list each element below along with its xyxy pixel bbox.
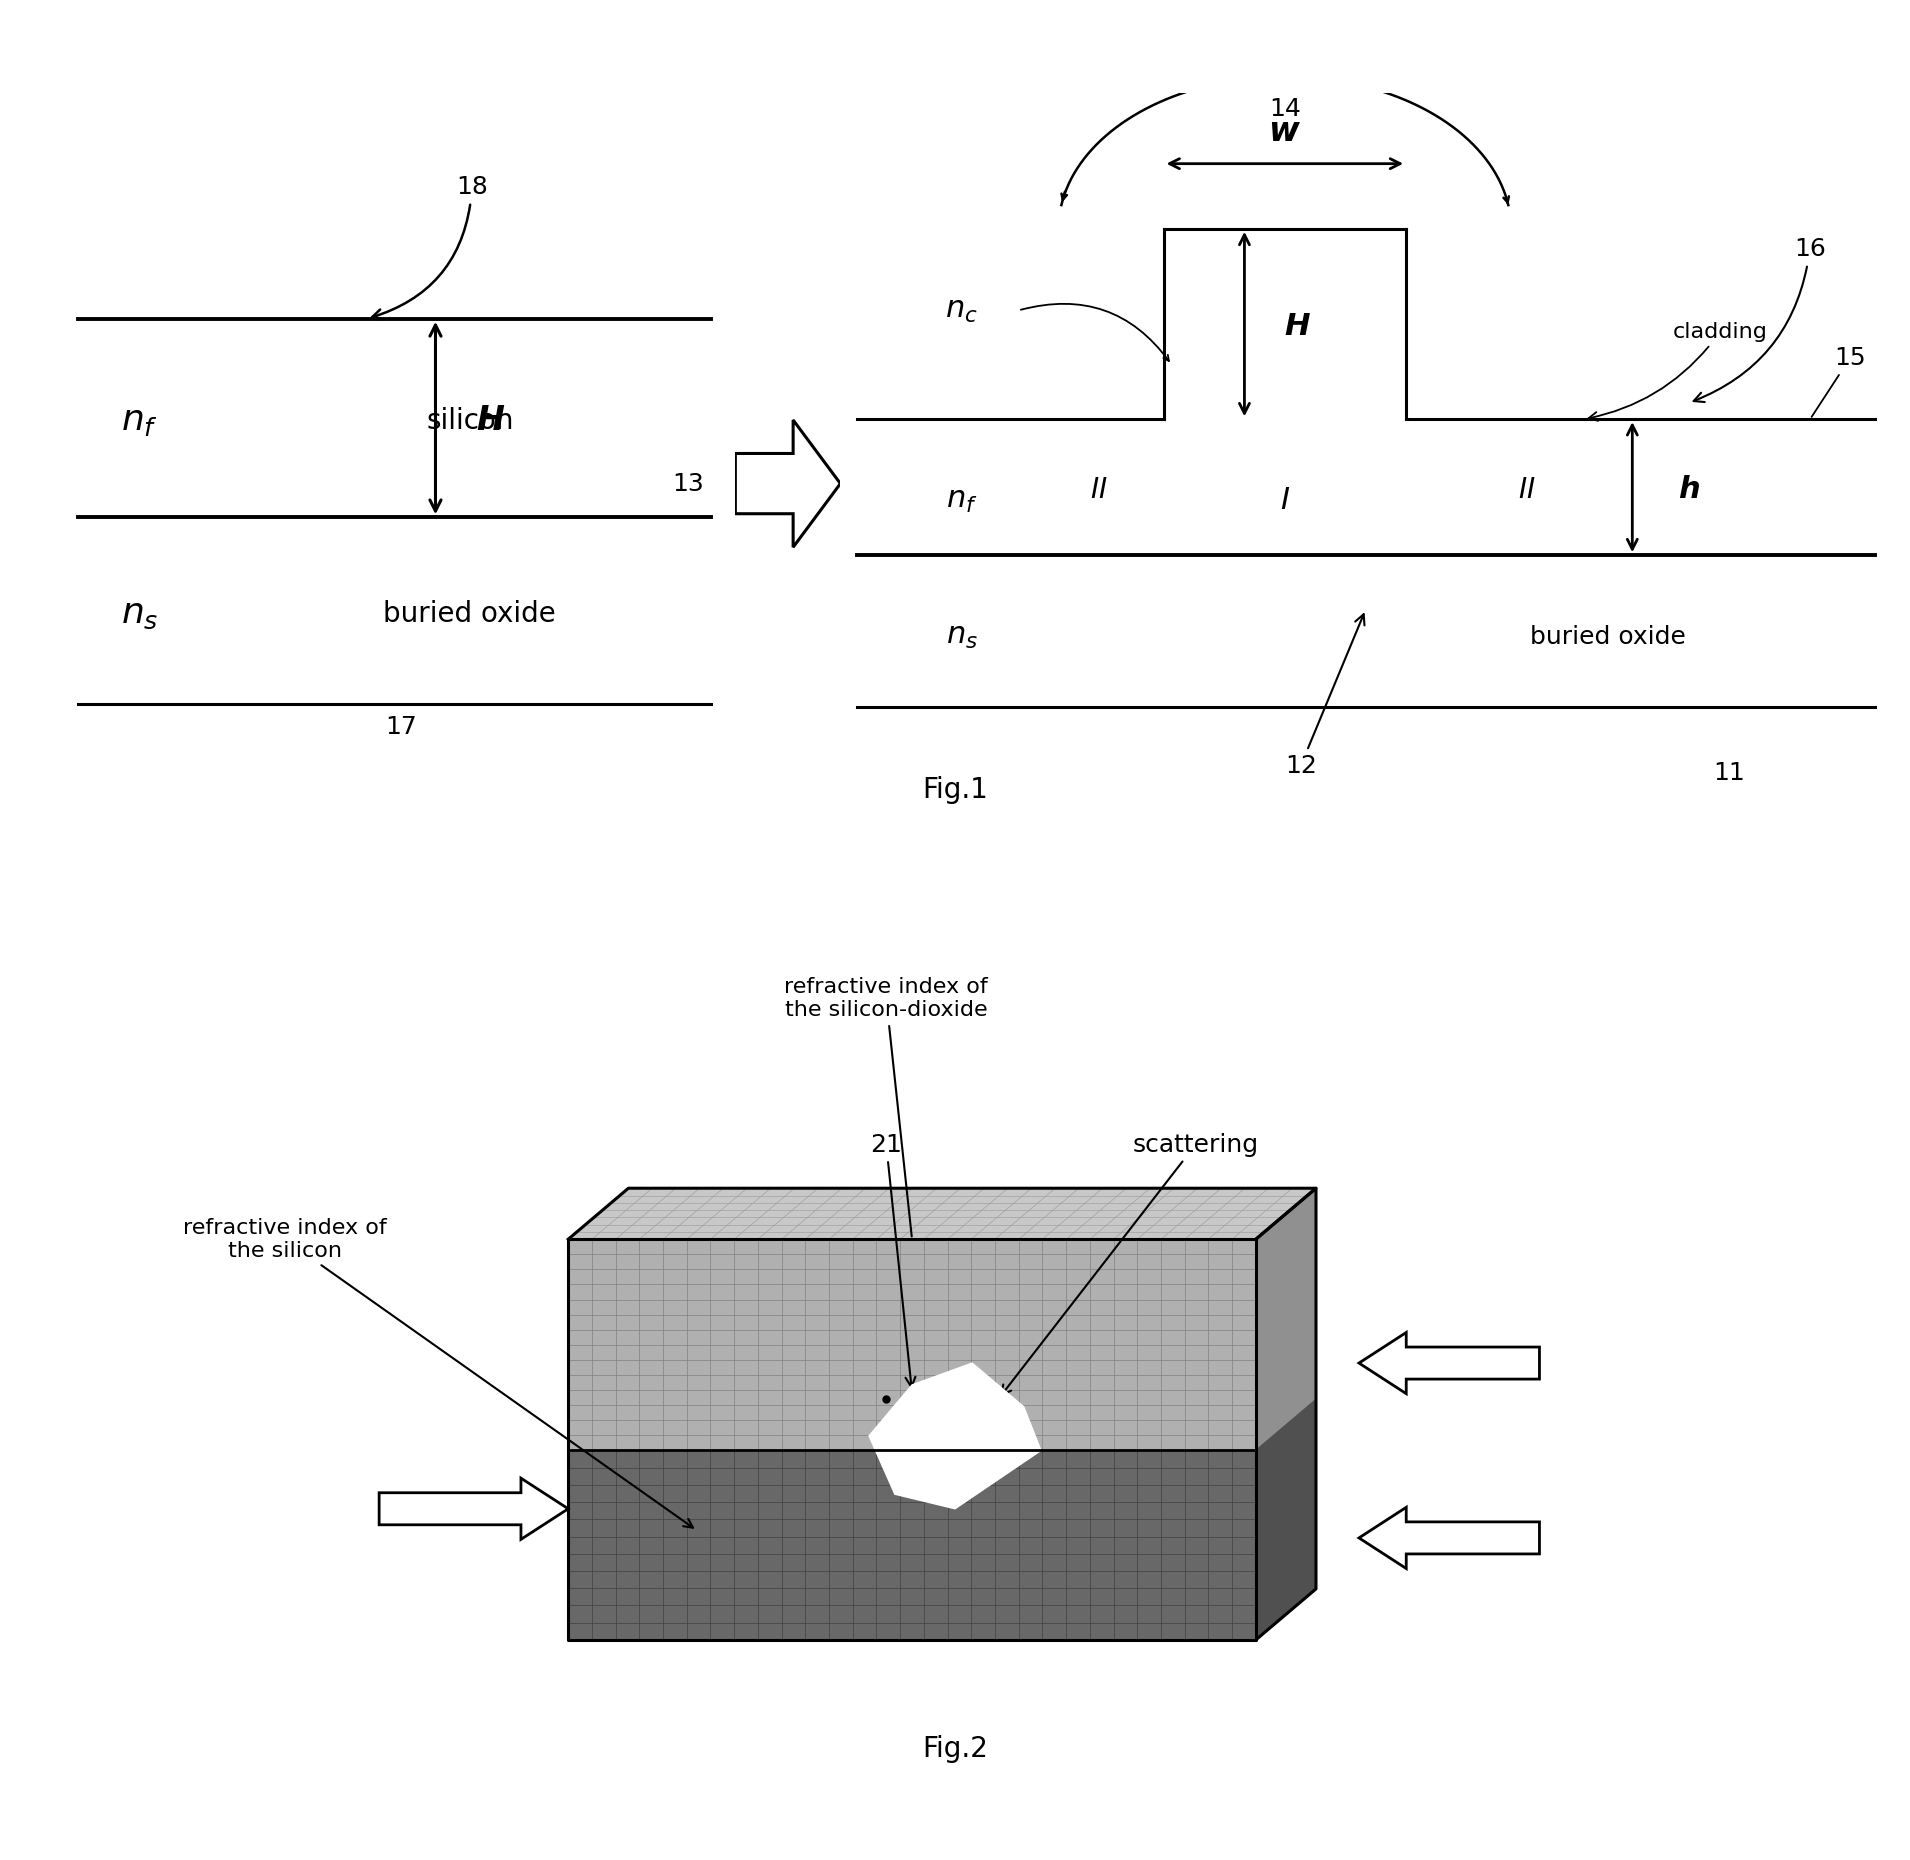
Text: $\boldsymbol{H}$: $\boldsymbol{H}$ [1284, 312, 1310, 340]
Text: buried oxide: buried oxide [384, 599, 556, 627]
Text: $\boldsymbol{n_f}$: $\boldsymbol{n_f}$ [122, 404, 159, 437]
Text: 13: 13 [672, 472, 705, 495]
Text: 21: 21 [871, 1133, 915, 1388]
Polygon shape [1360, 1507, 1539, 1568]
Polygon shape [569, 1451, 1257, 1641]
Text: $II$: $II$ [1518, 476, 1536, 504]
Text: $\boldsymbol{H}$: $\boldsymbol{H}$ [476, 404, 504, 437]
Polygon shape [380, 1479, 569, 1540]
Text: 12: 12 [1285, 614, 1364, 777]
Text: buried oxide: buried oxide [1530, 625, 1687, 649]
Text: $I$: $I$ [1280, 485, 1289, 515]
Polygon shape [735, 420, 840, 547]
Text: silicon: silicon [426, 407, 514, 435]
Polygon shape [1257, 1399, 1316, 1641]
Text: refractive index of
the silicon-dioxide: refractive index of the silicon-dioxide [785, 976, 987, 1237]
Text: 11: 11 [1713, 761, 1746, 785]
Text: $\boldsymbol{n_s}$: $\boldsymbol{n_s}$ [120, 597, 159, 631]
Text: Fig.2: Fig.2 [923, 1735, 987, 1763]
Polygon shape [1360, 1332, 1539, 1393]
Text: $\boldsymbol{w}$: $\boldsymbol{w}$ [1268, 115, 1301, 147]
Text: 16: 16 [1694, 236, 1826, 402]
Text: 17: 17 [386, 714, 416, 738]
Polygon shape [869, 1363, 1041, 1508]
Text: $\boldsymbol{h}$: $\boldsymbol{h}$ [1677, 476, 1700, 504]
Text: $\boldsymbol{n_c}$: $\boldsymbol{n_c}$ [945, 296, 978, 326]
Polygon shape [569, 1239, 1257, 1451]
Text: 14: 14 [1268, 97, 1301, 121]
Text: scattering: scattering [1001, 1133, 1259, 1395]
Text: 18: 18 [372, 175, 487, 320]
Polygon shape [569, 1189, 1316, 1239]
Text: Fig.1: Fig.1 [923, 776, 987, 805]
Polygon shape [1257, 1189, 1316, 1641]
Text: $\boldsymbol{n_f}$: $\boldsymbol{n_f}$ [945, 485, 978, 515]
Text: cladding: cladding [1589, 322, 1767, 420]
Text: refractive index of
the silicon: refractive index of the silicon [183, 1218, 693, 1527]
Text: 15: 15 [1811, 346, 1866, 417]
Text: $II$: $II$ [1091, 476, 1108, 504]
Text: $\boldsymbol{n_s}$: $\boldsymbol{n_s}$ [945, 623, 978, 651]
